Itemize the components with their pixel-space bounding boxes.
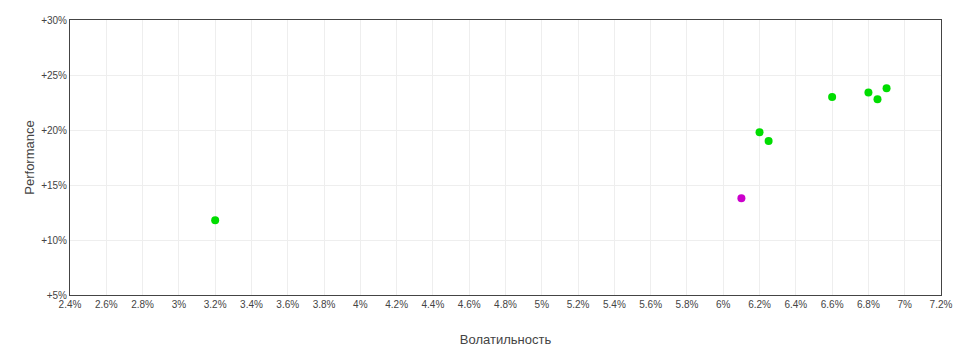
svg-text:4.8%: 4.8%	[494, 299, 517, 310]
svg-text:+5%: +5%	[47, 290, 67, 301]
svg-text:6.4%: 6.4%	[784, 299, 807, 310]
svg-text:3.2%: 3.2%	[204, 299, 227, 310]
svg-text:3%: 3%	[172, 299, 187, 310]
svg-text:7%: 7%	[897, 299, 912, 310]
svg-text:+10%: +10%	[41, 235, 67, 246]
svg-text:5.8%: 5.8%	[676, 299, 699, 310]
svg-text:4.4%: 4.4%	[422, 299, 445, 310]
svg-text:2.4%: 2.4%	[59, 299, 82, 310]
svg-text:3.6%: 3.6%	[276, 299, 299, 310]
svg-text:2.6%: 2.6%	[95, 299, 118, 310]
svg-text:3.8%: 3.8%	[313, 299, 336, 310]
svg-text:2.8%: 2.8%	[131, 299, 154, 310]
svg-text:5%: 5%	[535, 299, 550, 310]
svg-text:6%: 6%	[716, 299, 731, 310]
svg-text:4.6%: 4.6%	[458, 299, 481, 310]
svg-text:+25%: +25%	[41, 70, 67, 81]
svg-text:6.8%: 6.8%	[857, 299, 880, 310]
svg-text:+30%: +30%	[41, 15, 67, 26]
svg-text:6.2%: 6.2%	[748, 299, 771, 310]
svg-text:Performance: Performance	[22, 120, 37, 194]
svg-text:5.2%: 5.2%	[567, 299, 590, 310]
svg-text:6.6%: 6.6%	[821, 299, 844, 310]
svg-text:3.4%: 3.4%	[240, 299, 263, 310]
svg-text:+15%: +15%	[41, 180, 67, 191]
svg-text:4%: 4%	[353, 299, 368, 310]
svg-text:5.4%: 5.4%	[603, 299, 626, 310]
svg-text:Волатильность: Волатильность	[460, 332, 552, 347]
svg-text:7.2%: 7.2%	[930, 299, 953, 310]
svg-text:4.2%: 4.2%	[385, 299, 408, 310]
svg-text:5.6%: 5.6%	[639, 299, 662, 310]
svg-text:+20%: +20%	[41, 125, 67, 136]
